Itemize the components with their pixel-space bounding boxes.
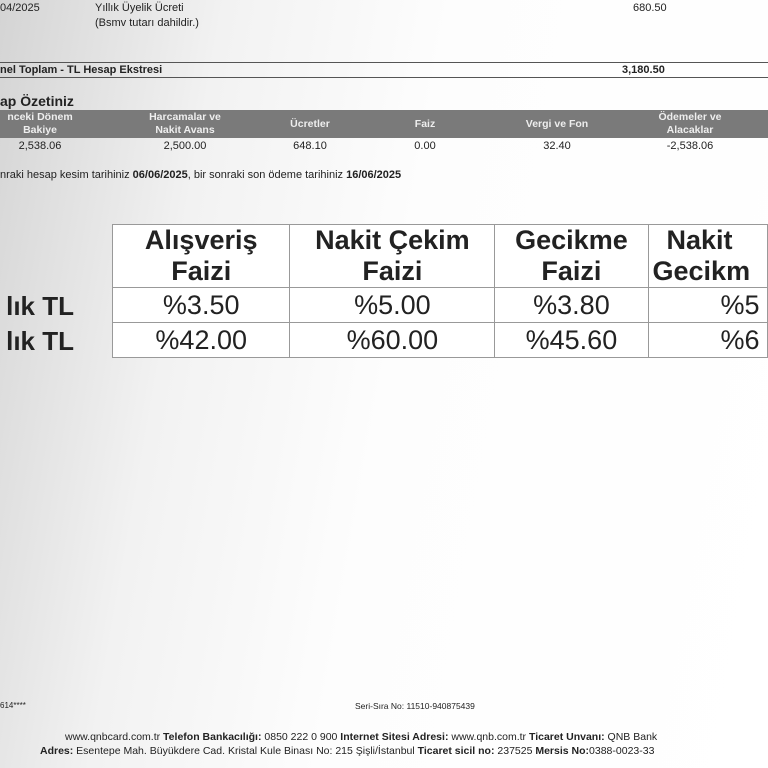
- summary-value: 32.40: [543, 140, 571, 152]
- transaction-note: (Bsmv tutarı dahildir.): [95, 17, 199, 29]
- summary-value: -2,538.06: [666, 140, 714, 152]
- summary-title: ap Özetiniz: [0, 93, 74, 109]
- rate-cell: %5: [647, 287, 768, 323]
- grand-total-amount: 3,180.50: [622, 64, 665, 76]
- summary-value: 0.00: [414, 140, 436, 152]
- footer-text: 0388-0023-33: [589, 745, 655, 757]
- footer-text: Mersis No:: [535, 745, 590, 757]
- summary-header: Faiz: [414, 118, 436, 130]
- footer-text: Ticaret Unvanı:: [528, 731, 605, 743]
- due-date: 16/06/2025: [346, 169, 402, 181]
- footer-address-line: Adres: Esentepe Mah. Büyükdere Cad. Kris…: [40, 745, 654, 757]
- interest-rates-table: Alışveriş Faizi Nakit Çekim Faizi Gecikme F…: [111, 224, 768, 358]
- transaction-date: 04/2025: [0, 2, 40, 14]
- rate-cell: %3.50: [111, 287, 291, 323]
- footer-text: www.qnb.com.tr: [448, 731, 529, 743]
- divider: [0, 77, 768, 78]
- dates-line: nraki hesap kesim tarihiniz 06/06/2025, …: [0, 169, 401, 181]
- transaction-amount: 680.50: [633, 2, 667, 14]
- cut-date: 06/06/2025: [132, 169, 188, 181]
- summary-value: 2,500.00: [163, 140, 207, 152]
- footer-text: 237525: [494, 745, 536, 757]
- summary-header: nceki Dönem Bakiye: [7, 111, 73, 136]
- serial-number: Seri-Sıra No: 11510-940875439: [355, 701, 475, 711]
- rate-header: Alışveriş Faizi: [111, 224, 291, 288]
- footer-text: QNB Bank: [604, 731, 658, 743]
- summary-header: Vergi ve Fon: [525, 118, 589, 130]
- rate-header: Nakit Gecikm: [647, 224, 768, 288]
- footer-text: Ticaret sicil no:: [417, 745, 495, 757]
- footer-text: Internet Sitesi Adresi:: [340, 731, 449, 743]
- rate-cell: %60.00: [289, 322, 496, 358]
- summary-value: 2,538.06: [18, 140, 62, 152]
- rate-cell: %6: [647, 322, 768, 358]
- footer-contact-line: www.qnbcard.com.tr Telefon Bankacılığı: …: [65, 731, 657, 743]
- rate-cell: %3.80: [494, 287, 649, 323]
- rate-row-label: lık TL: [6, 291, 74, 321]
- footer-text: 0850 222 0 900: [261, 731, 341, 743]
- summary-value: 648.10: [293, 140, 327, 152]
- footer-text: Adres:: [40, 745, 74, 757]
- rate-header: Nakit Çekim Faizi: [289, 224, 496, 288]
- rate-row-label: lık TL: [6, 326, 74, 356]
- summary-header: Ödemeler ve Alacaklar: [658, 111, 722, 136]
- divider: [0, 62, 768, 63]
- rate-cell: %5.00: [289, 287, 496, 323]
- summary-header: Ücretler: [290, 118, 330, 130]
- summary-header-bar: [0, 110, 768, 138]
- rate-cell: %45.60: [494, 322, 649, 358]
- footer-text: Esentepe Mah. Büyükdere Cad. Kristal Kul…: [73, 745, 418, 757]
- dates-middle: , bir sonraki son ödeme tarihiniz: [187, 169, 347, 181]
- footer-text: www.qnbcard.com.tr: [65, 731, 164, 743]
- footer-text: Telefon Bankacılığı:: [163, 731, 262, 743]
- transaction-description: Yıllık Üyelik Ücreti: [95, 2, 184, 14]
- rate-header: Gecikme Faizi: [494, 224, 649, 288]
- summary-header: Harcamalar ve Nakit Avans: [149, 111, 221, 136]
- rate-cell: %42.00: [111, 322, 291, 358]
- grand-total-label: nel Toplam - TL Hesap Ekstresi: [0, 64, 163, 76]
- dates-prefix: nraki hesap kesim tarihiniz: [0, 169, 133, 181]
- card-number: 614****: [0, 701, 26, 710]
